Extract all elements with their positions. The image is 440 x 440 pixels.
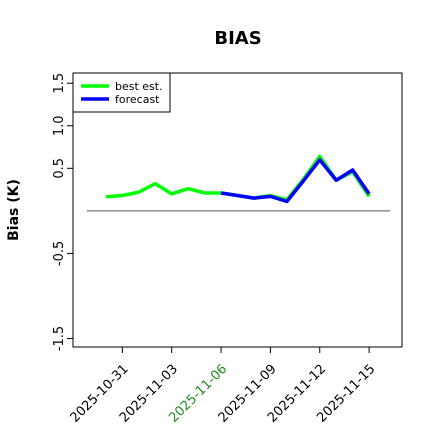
y-tick-label: -1.5 bbox=[52, 326, 67, 351]
legend-box bbox=[72, 72, 171, 113]
y-tick-label: 1.5 bbox=[52, 73, 67, 94]
y-tick-label: 0.5 bbox=[52, 158, 67, 179]
y-tick-label: -0.5 bbox=[52, 241, 67, 266]
legend-label: forecast bbox=[115, 93, 160, 106]
plot-frame bbox=[72, 72, 403, 348]
chart-title: BIAS bbox=[214, 28, 261, 49]
series-line bbox=[105, 154, 371, 202]
y-axis-label: Bias (K) bbox=[6, 179, 22, 241]
y-tick-label: 1.0 bbox=[52, 115, 67, 136]
legend-label: best est. bbox=[115, 80, 163, 93]
series-line bbox=[220, 158, 371, 204]
